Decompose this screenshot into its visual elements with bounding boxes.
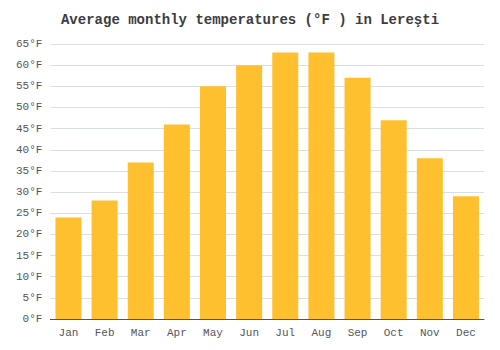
svg-text:Oct: Oct bbox=[384, 327, 404, 339]
svg-text:40°F: 40°F bbox=[16, 144, 42, 156]
svg-text:55°F: 55°F bbox=[16, 80, 42, 92]
svg-text:Mar: Mar bbox=[131, 327, 151, 339]
svg-text:Jun: Jun bbox=[239, 327, 259, 339]
svg-text:Aug: Aug bbox=[311, 327, 331, 339]
svg-text:35°F: 35°F bbox=[16, 165, 42, 177]
svg-text:Dec: Dec bbox=[456, 327, 476, 339]
svg-text:Average monthly temperatures (: Average monthly temperatures (°F ) in Le… bbox=[61, 12, 439, 28]
svg-text:50°F: 50°F bbox=[16, 101, 42, 113]
svg-text:30°F: 30°F bbox=[16, 186, 42, 198]
svg-text:5°F: 5°F bbox=[23, 292, 43, 304]
svg-text:Nov: Nov bbox=[420, 327, 440, 339]
svg-text:May: May bbox=[203, 327, 223, 339]
svg-text:65°F: 65°F bbox=[16, 38, 42, 50]
svg-text:0°F: 0°F bbox=[23, 313, 43, 325]
svg-text:25°F: 25°F bbox=[16, 207, 42, 219]
svg-text:20°F: 20°F bbox=[16, 228, 42, 240]
svg-text:15°F: 15°F bbox=[16, 250, 42, 262]
svg-text:10°F: 10°F bbox=[16, 271, 42, 283]
svg-text:Jul: Jul bbox=[275, 327, 295, 339]
svg-text:Feb: Feb bbox=[95, 327, 115, 339]
svg-text:45°F: 45°F bbox=[16, 123, 42, 135]
svg-text:Sep: Sep bbox=[348, 327, 368, 339]
svg-text:60°F: 60°F bbox=[16, 59, 42, 71]
svg-text:Apr: Apr bbox=[167, 327, 187, 339]
svg-text:Jan: Jan bbox=[59, 327, 79, 339]
